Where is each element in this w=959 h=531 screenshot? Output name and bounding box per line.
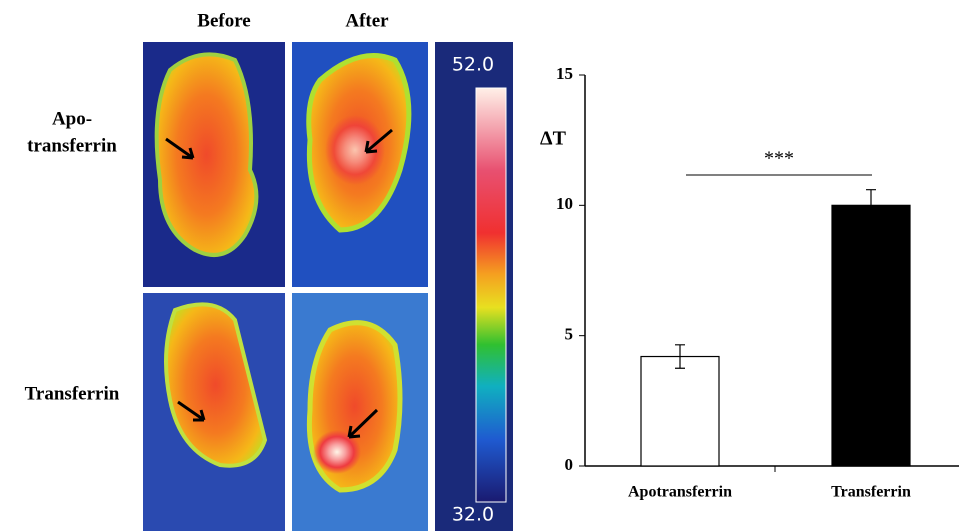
significance-label: *** [764,148,794,170]
error-bar [866,189,876,222]
panel-labels: Before After Apo- transferrin Transferri… [25,10,390,404]
row-label: transferrin [27,135,117,156]
bar [640,355,720,467]
bar [831,204,911,467]
thermal-images [143,42,513,531]
row-label: Apo- [52,108,92,129]
y-tick-label: 0 [565,455,574,474]
y-tick-label: 5 [565,325,574,344]
y-tick-label: 15 [556,64,573,83]
error-bar [675,344,685,369]
x-tick-label: Apotransferrin [628,484,732,501]
x-tick-label: Transferrin [831,484,911,501]
y-axis-label: ΔT [540,128,567,150]
column-label: After [345,10,389,31]
column-label: Before [197,10,250,31]
y-tick-label: 10 [556,194,573,213]
row-label: Transferrin [25,383,120,404]
colorbar-label: 32.0 [452,504,494,526]
colorbar-label: 52.0 [452,54,494,76]
